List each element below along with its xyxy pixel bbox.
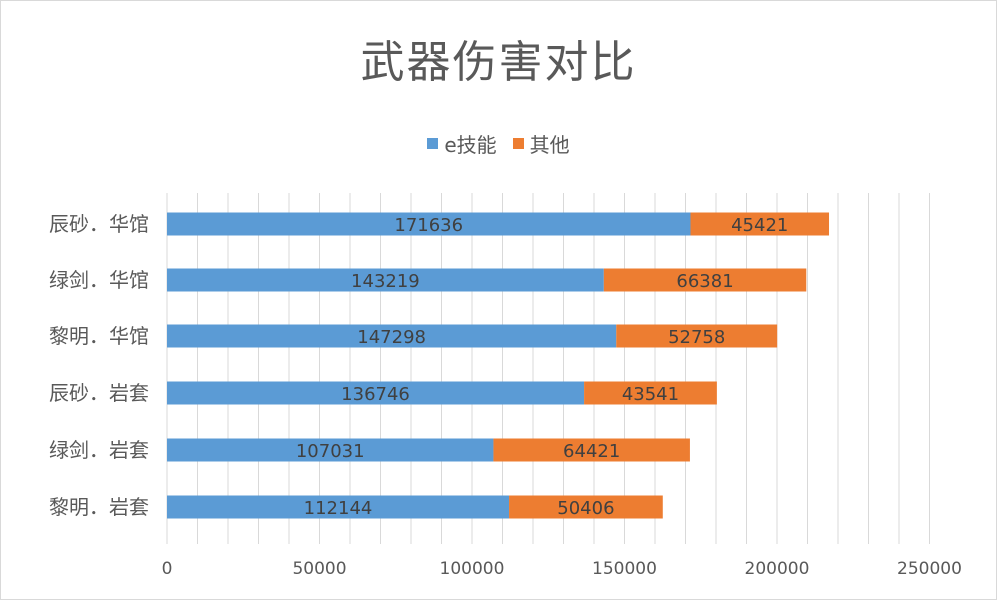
category-label: 辰砂．华馆 [49,212,149,236]
bar-segment-series-1 [584,381,717,405]
bar-segment-series-0 [167,438,494,462]
data-label: 64421 [563,441,620,462]
x-tick-label: 200000 [745,559,810,579]
legend-swatch-series-0 [427,138,439,149]
category-label: 绿剑．岩套 [49,438,149,462]
bar-segment-series-0 [167,268,604,292]
x-tick-label: 50000 [292,559,346,579]
data-label: 112144 [304,498,373,519]
category-label: 绿剑．华馆 [49,268,149,292]
data-label: 107031 [296,441,365,462]
bar-segment-series-1 [509,495,663,519]
data-label: 171636 [394,215,463,236]
legend-item-series-1: 其他 [512,129,570,158]
bar-segment-series-0 [167,495,510,519]
data-label: 147298 [357,327,426,348]
data-label: 52758 [668,327,725,348]
legend: e技能 其他 [1,129,996,158]
x-tick-label: 150000 [592,559,657,579]
legend-label-series-1: 其他 [529,133,570,157]
bar-segment-series-0 [167,381,585,405]
category-label: 辰砂．岩套 [49,381,149,405]
data-label: 136746 [341,384,410,405]
data-label: 45421 [731,215,788,236]
legend-swatch-series-1 [512,138,524,149]
data-label: 66381 [676,271,733,292]
data-label: 43541 [622,384,679,405]
chart-title: 武器伤害对比 [360,37,637,88]
bar-segment-series-1 [690,212,830,236]
x-tick-label: 250000 [897,559,962,579]
x-tick-label: 100000 [440,559,505,579]
x-tick-label: 0 [162,559,173,579]
bar-segment-series-1 [603,268,807,292]
bar-segment-series-1 [616,324,778,348]
category-label: 黎明．岩套 [49,495,149,519]
legend-item-series-0: e技能 [427,129,497,158]
legend-label-series-0: e技能 [444,133,497,157]
bar-segment-series-1 [493,438,690,462]
data-label: 143219 [351,271,420,292]
category-label: 黎明．华馆 [49,324,149,348]
bar-segment-series-0 [167,212,691,236]
data-label: 50406 [557,498,614,519]
bar-segment-series-0 [167,324,617,348]
